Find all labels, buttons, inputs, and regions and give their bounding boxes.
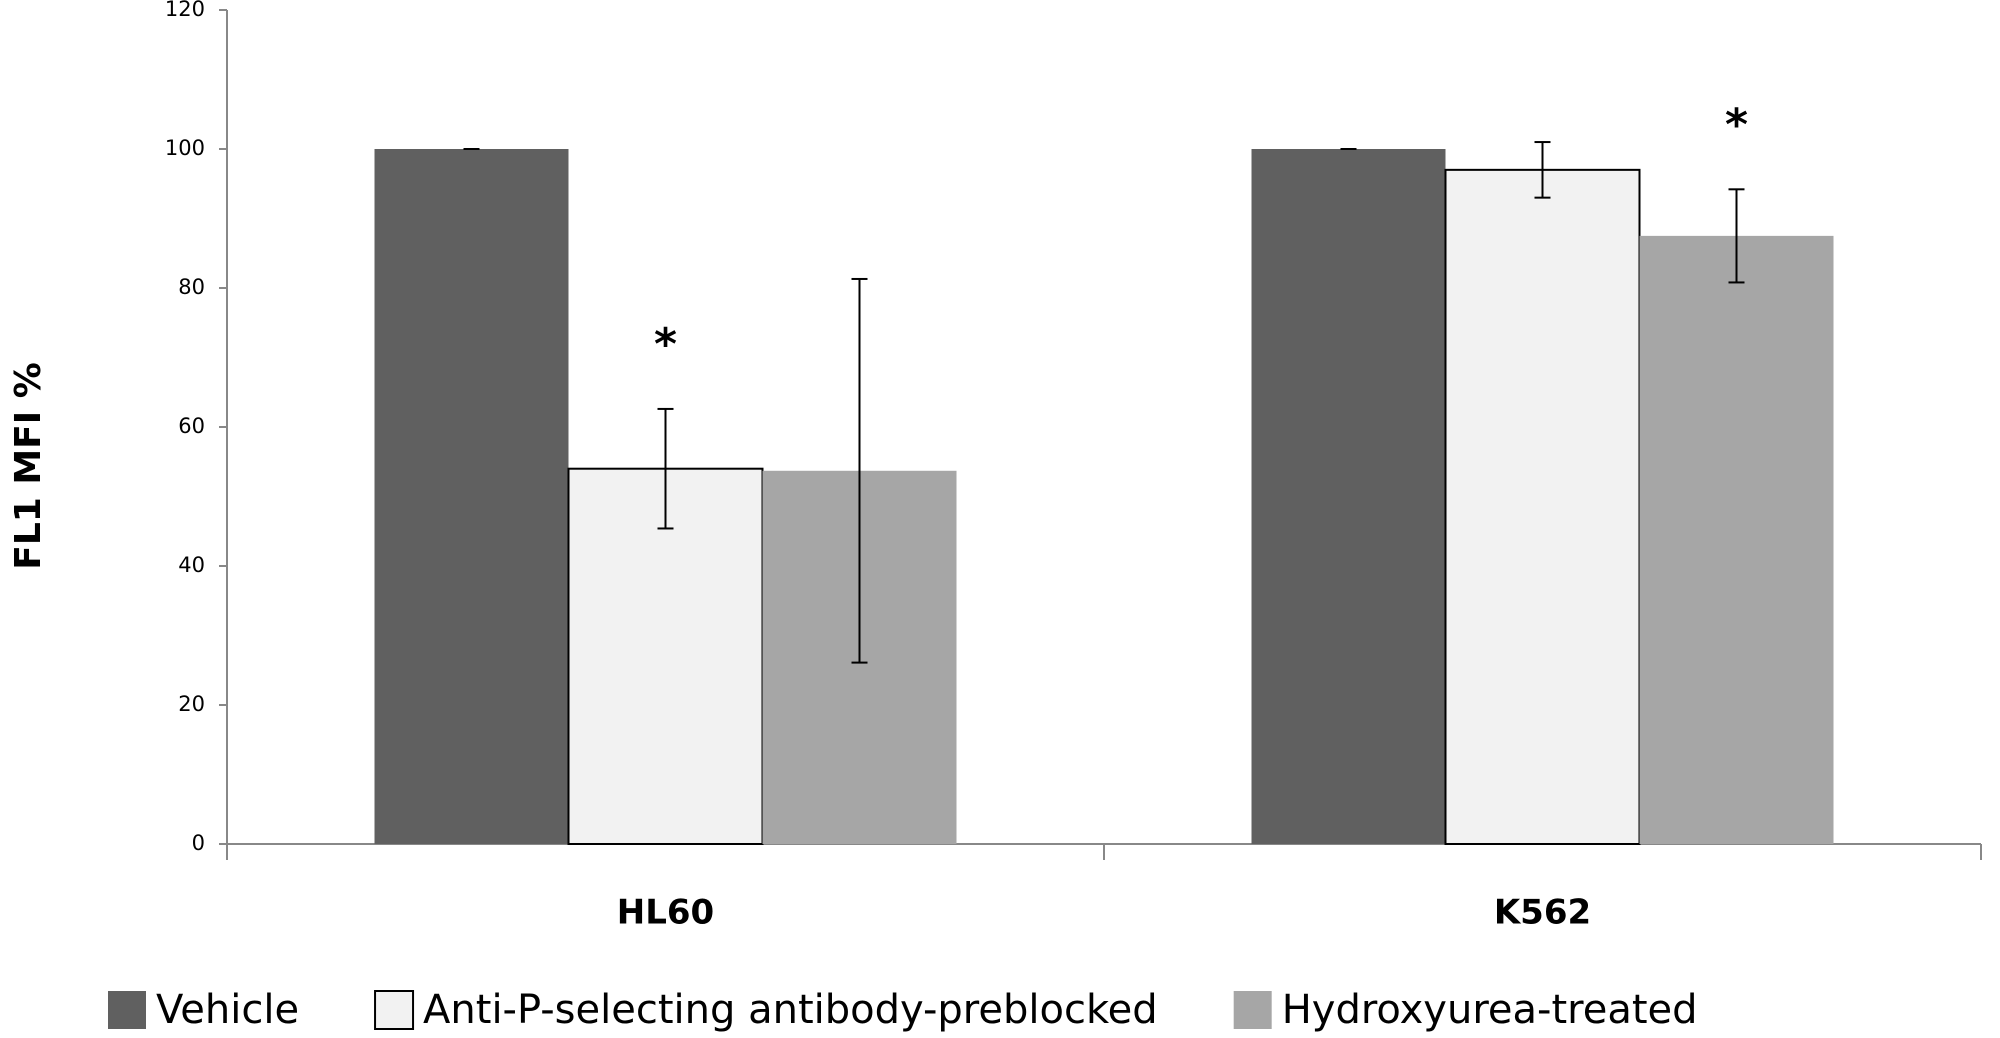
legend-swatch: [1233, 991, 1272, 1029]
legend-label: Hydroxyurea-treated: [1282, 987, 1698, 1033]
bar: [567, 467, 764, 845]
error-bar: [1728, 188, 1745, 284]
bar: [1444, 168, 1641, 846]
y-axis-title: FL1 MFI %: [8, 362, 49, 570]
y-tick-label: 0: [192, 831, 205, 855]
x-tick-label: K562: [1494, 893, 1591, 933]
error-bar: [1534, 141, 1551, 199]
legend-swatch: [108, 991, 146, 1029]
legend-swatch: [374, 990, 415, 1030]
y-tick-label: 20: [178, 692, 205, 716]
bar: [374, 149, 569, 844]
annotation: *: [1725, 99, 1748, 150]
legend-label: Anti-P-selecting antibody-preblocked: [423, 987, 1158, 1033]
bar: [1251, 149, 1446, 844]
y-tick-label: 40: [178, 553, 205, 577]
annotation: *: [654, 319, 677, 370]
y-tick-label: 120: [165, 0, 205, 21]
legend-label: Vehicle: [156, 987, 299, 1033]
error-bar: [851, 277, 868, 664]
x-tick-label: HL60: [617, 893, 714, 933]
y-tick-label: 60: [178, 414, 205, 438]
bar: [1639, 235, 1834, 844]
y-tick-label: 80: [178, 275, 205, 299]
y-tick-label: 100: [165, 136, 205, 160]
error-bar: [657, 407, 674, 530]
